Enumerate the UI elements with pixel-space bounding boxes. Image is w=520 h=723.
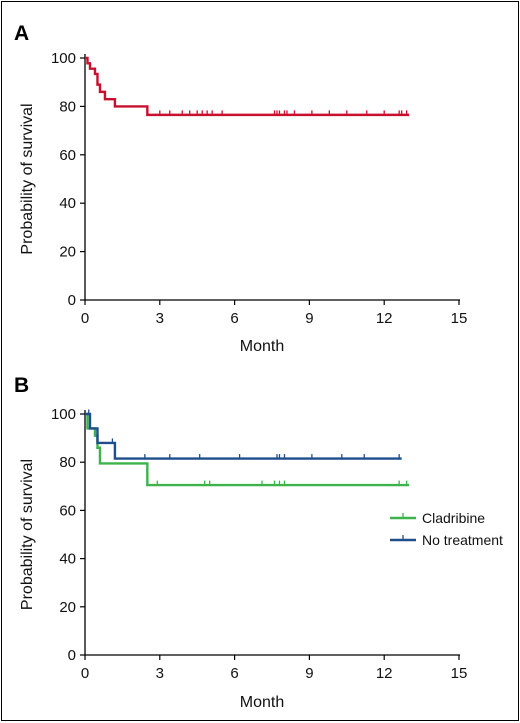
x-tick-label: 0	[81, 665, 89, 682]
x-tick-label: 12	[376, 665, 393, 682]
panel-label: B	[14, 374, 29, 397]
y-tick-label: 60	[59, 502, 76, 519]
y-tick-label: 80	[59, 454, 76, 471]
y-tick-label: 40	[59, 551, 76, 568]
survival-curve-cladribine	[85, 412, 410, 487]
legend-label: Cladribine	[422, 510, 485, 526]
x-tick-label: 9	[305, 665, 313, 682]
survival-curve-series-0	[85, 56, 410, 117]
panel-label: A	[14, 22, 29, 45]
x-tick-label: 3	[156, 665, 164, 682]
y-tick-label: 100	[51, 50, 76, 67]
chart-panel-b: B 0 20 40 60 80 100 0 3 6 9 12 15 Month Probability of…	[14, 374, 503, 711]
x-tick-label: 6	[230, 310, 238, 327]
y-tick-label: 40	[59, 195, 76, 212]
x-tick-label: 12	[376, 310, 393, 327]
y-tick-label: 0	[68, 647, 76, 664]
x-tick-label: 15	[451, 310, 468, 327]
x-axis-title: Month	[240, 694, 284, 711]
chart-panel-a: A 0 20 40 60 80 100 0 3 6 9 12 15 Month Probability of…	[14, 22, 467, 355]
x-tick-label: 0	[81, 310, 89, 327]
y-tick-label: 80	[59, 98, 76, 115]
x-tick-label: 3	[156, 310, 164, 327]
legend-label: No treatment	[422, 532, 503, 548]
y-tick-label: 20	[59, 244, 76, 261]
x-tick-label: 15	[451, 665, 468, 682]
x-axis-title: Month	[240, 338, 284, 355]
y-axis-title: Probability of survival	[19, 103, 36, 254]
survival-curve-no-treatment	[85, 412, 402, 460]
x-tick-label: 9	[305, 310, 313, 327]
y-tick-label: 20	[59, 599, 76, 616]
x-tick-label: 6	[230, 665, 238, 682]
y-tick-label: 60	[59, 147, 76, 164]
y-tick-label: 100	[51, 406, 76, 423]
y-axis-title: Probability of survival	[19, 459, 36, 610]
y-tick-label: 0	[68, 292, 76, 309]
